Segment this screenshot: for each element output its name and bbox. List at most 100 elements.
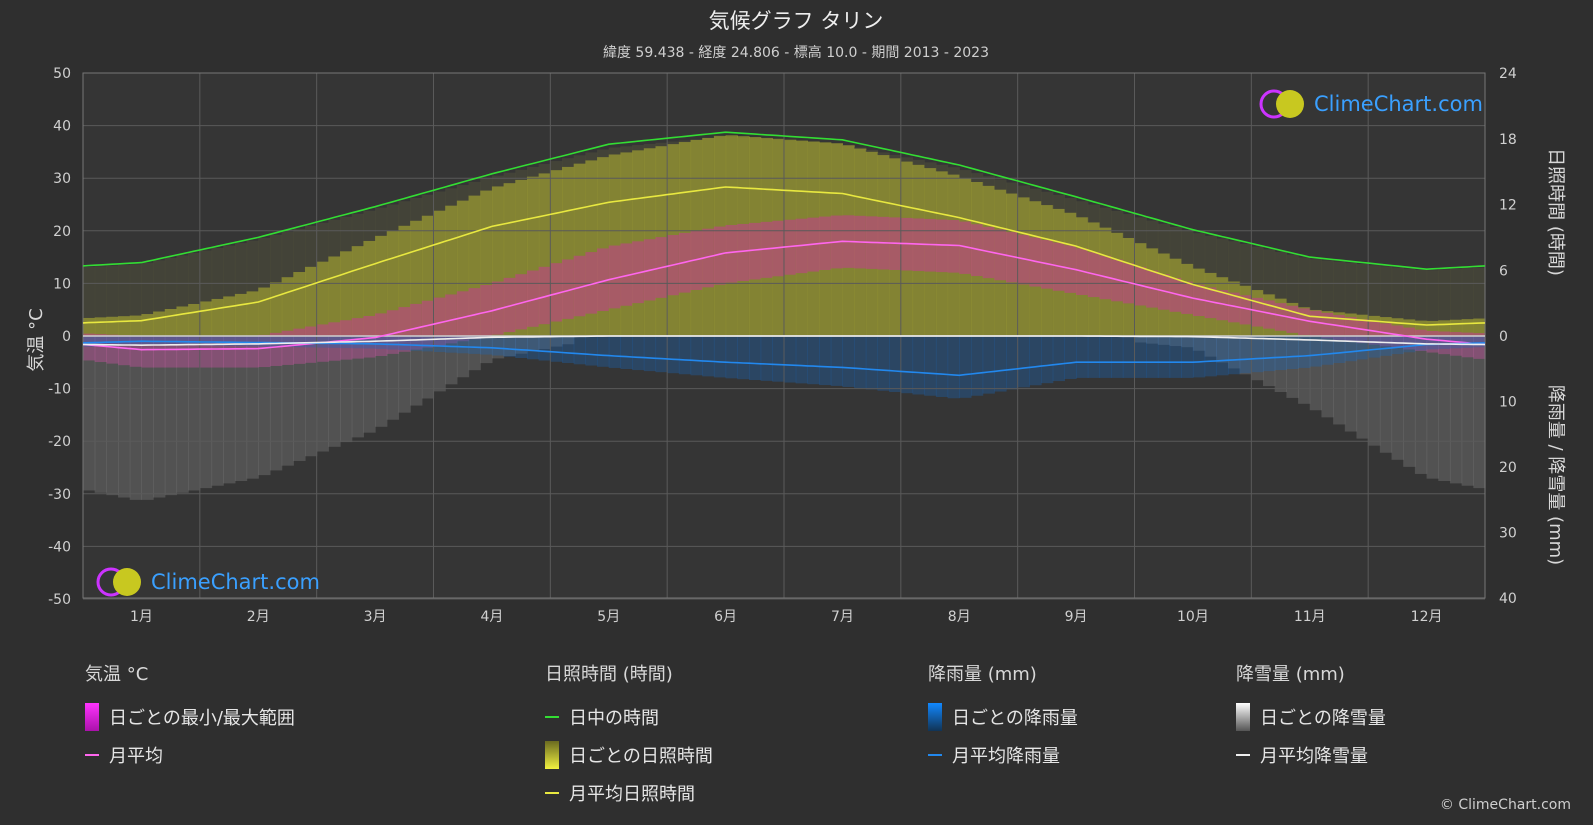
snow-band — [550, 336, 563, 347]
sunshine-band — [608, 154, 622, 336]
temperature-range-band — [1321, 312, 1334, 339]
month-label: 11月 — [1294, 609, 1326, 625]
daily-bands — [83, 135, 1486, 500]
rain-band — [456, 336, 470, 354]
rain-band — [304, 336, 318, 348]
rain-band — [410, 336, 423, 351]
right-tick-label-sunshine: 6 — [1499, 263, 1508, 279]
rain-band — [830, 336, 844, 386]
daylight-band — [1461, 268, 1474, 336]
right-tick-label-sunshine: 0 — [1499, 329, 1508, 345]
right-tick-label-precip: 20 — [1499, 460, 1517, 476]
snow-band — [328, 336, 341, 447]
temperature-range-band — [491, 281, 505, 335]
temperature-range-band — [456, 291, 470, 342]
rain-band — [678, 336, 692, 375]
legend-sunshine: 日照時間 (時間) 日中の時間 日ごとの日照時間 月平均日照時間 — [545, 660, 713, 812]
rain-band — [632, 336, 645, 371]
snow-band — [246, 336, 259, 479]
temperature-range-band — [1438, 331, 1451, 355]
legend-item: 月平均日照時間 — [545, 774, 713, 812]
rain-band — [1122, 336, 1136, 378]
snow-band — [1181, 336, 1194, 348]
snow-mean-swatch — [1236, 754, 1250, 756]
temperature-range-band — [982, 226, 995, 279]
temperature-range-band — [608, 245, 622, 309]
rain-band — [129, 336, 143, 345]
legend-item: 日中の時間 — [545, 698, 713, 736]
rain-band — [667, 336, 680, 374]
temperature-range-band — [410, 303, 423, 350]
rain-band — [725, 336, 738, 379]
temperature-range-band — [1216, 289, 1229, 321]
rain-band — [269, 336, 283, 347]
rain-band — [748, 336, 762, 381]
snow-band — [1286, 336, 1299, 398]
rain-band — [386, 336, 400, 350]
rain-band — [924, 336, 937, 396]
rain-band — [655, 336, 668, 373]
sunshine-band — [118, 316, 131, 336]
sunshine-band — [199, 301, 213, 336]
rain-band — [982, 336, 995, 394]
sunshine-band — [269, 282, 283, 336]
month-labels: 1月 2月 3月 4月 5月 6月 7月 8月 9月 10月 11月 12月 — [130, 609, 1443, 625]
temperature-range-band — [433, 297, 446, 346]
temperature-range-band — [970, 224, 984, 277]
rain-band — [608, 336, 622, 368]
rain-band — [281, 336, 294, 348]
sunshine-band — [304, 266, 318, 336]
rain-band — [1169, 336, 1182, 378]
logo-top[interactable]: ClimeChart.com — [1258, 88, 1483, 120]
rain-band — [1181, 336, 1194, 378]
logo-bottom[interactable]: ClimeChart.com — [95, 566, 320, 598]
legend-item: 日ごとの降雪量 — [1236, 698, 1386, 736]
rain-band — [935, 336, 949, 397]
temperature-range-band — [737, 223, 750, 282]
sunshine-mean-swatch — [545, 792, 559, 794]
sunshine-band — [188, 303, 201, 336]
legend-snow: 降雪量 (mm) 日ごとの降雪量 月平均降雪量 — [1236, 660, 1386, 774]
snow-band — [316, 336, 329, 452]
snow-band — [375, 336, 388, 427]
rain-band — [1251, 336, 1264, 373]
left-tick-label: 40 — [53, 119, 71, 135]
snow-band — [129, 336, 143, 500]
temperature-range-band — [1192, 284, 1206, 317]
rain-band — [1391, 336, 1404, 355]
rain-band — [772, 336, 785, 382]
left-tick-label: 50 — [53, 66, 71, 82]
rain-band — [211, 336, 224, 346]
temperature-range-band — [1169, 277, 1182, 312]
rain-band — [164, 336, 178, 345]
rain-band — [1041, 336, 1054, 384]
rain-daily-swatch — [928, 703, 942, 731]
rain-band — [1052, 336, 1065, 382]
rain-band — [1298, 336, 1311, 368]
temp-range-swatch — [85, 703, 99, 731]
left-tick-label: -50 — [48, 592, 71, 608]
snow-band — [211, 336, 224, 486]
rain-mean-swatch — [928, 754, 942, 756]
snow-band — [199, 336, 213, 489]
rain-band — [1286, 336, 1299, 370]
snow-band — [94, 336, 107, 493]
rain-band — [760, 336, 773, 381]
rain-band — [1111, 336, 1124, 378]
right-tick-label-precip: 30 — [1499, 526, 1517, 542]
rain-band — [515, 336, 528, 359]
rain-band — [188, 336, 201, 346]
snow-band — [1321, 336, 1334, 418]
rain-band — [784, 336, 797, 383]
right-tick-label-precip: 10 — [1499, 395, 1517, 411]
rain-band — [1473, 336, 1486, 348]
rain-band — [199, 336, 213, 346]
temperature-range-band — [94, 334, 107, 363]
legend-heading: 降雨量 (mm) — [928, 664, 1037, 685]
temperature-range-band — [386, 310, 400, 354]
month-label: 4月 — [480, 609, 503, 625]
temperature-range-band — [702, 228, 715, 288]
rain-band — [1403, 336, 1416, 353]
legend-item: 月平均 — [85, 736, 295, 774]
rain-band — [83, 336, 96, 347]
